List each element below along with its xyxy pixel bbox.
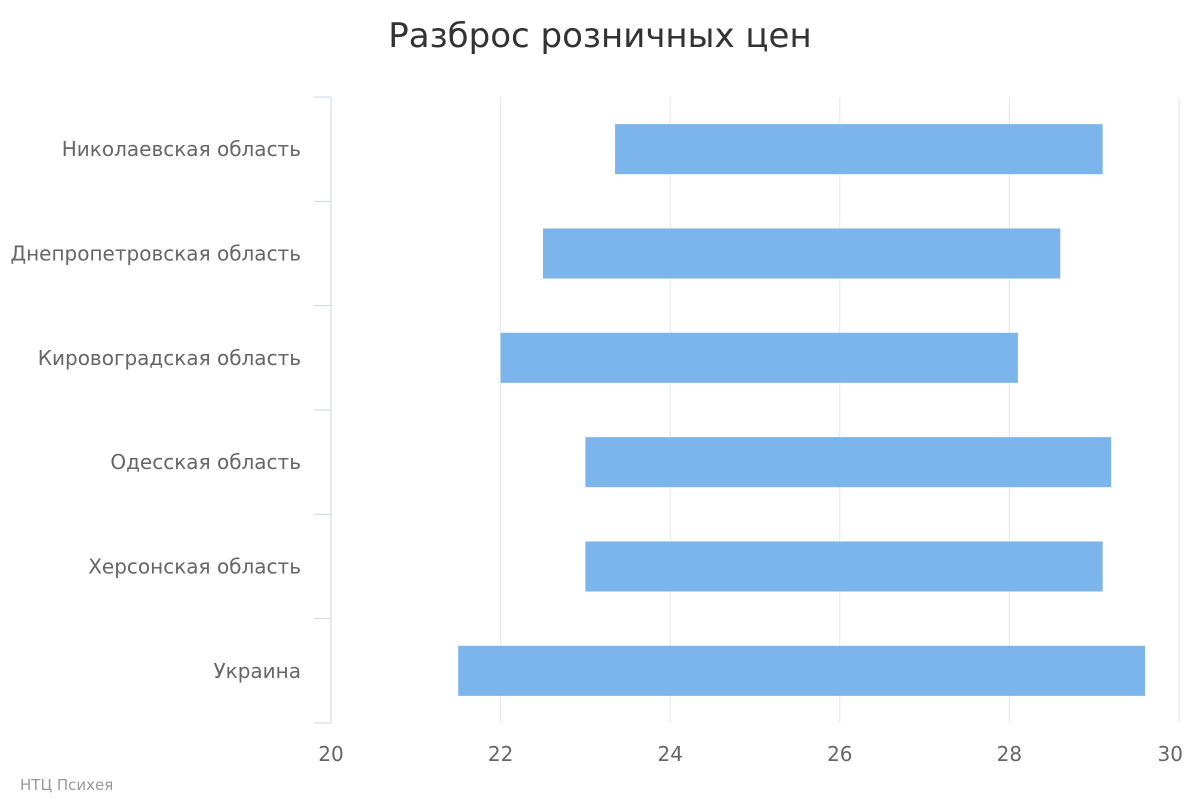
range-bar-0[interactable]: [615, 124, 1103, 175]
range-bar-4[interactable]: [585, 541, 1103, 592]
range-bar-2[interactable]: [500, 332, 1018, 383]
x-tick-label-1: 22: [488, 742, 513, 766]
category-label-1: Днепропетровская область: [10, 242, 301, 266]
category-labels: Николаевская область Днепропетровская обл…: [10, 137, 301, 683]
grid-lines: [500, 97, 1180, 723]
range-bar-3[interactable]: [585, 437, 1112, 488]
x-tick-label-3: 26: [827, 742, 852, 766]
category-label-0: Николаевская область: [62, 137, 301, 161]
x-tick-label-2: 24: [657, 742, 682, 766]
x-tick-label-5: 30: [1158, 742, 1183, 766]
chart-title: Разброс розничных цен: [388, 16, 811, 56]
x-tick-label-0: 20: [318, 742, 343, 766]
category-label-4: Херсонская область: [88, 555, 301, 579]
credits-text[interactable]: НТЦ Психея: [20, 776, 113, 794]
range-bar-1[interactable]: [543, 228, 1061, 279]
category-label-2: Кировоградская область: [38, 346, 301, 370]
category-label-3: Одесская область: [110, 450, 301, 474]
x-tick-label-4: 28: [997, 742, 1022, 766]
x-axis-tick-labels: 20 22 24 26 28 30: [318, 742, 1183, 766]
range-bar-5[interactable]: [458, 645, 1146, 696]
category-axis: [314, 96, 332, 724]
category-label-5: Украина: [213, 659, 301, 683]
bars: [458, 124, 1146, 696]
